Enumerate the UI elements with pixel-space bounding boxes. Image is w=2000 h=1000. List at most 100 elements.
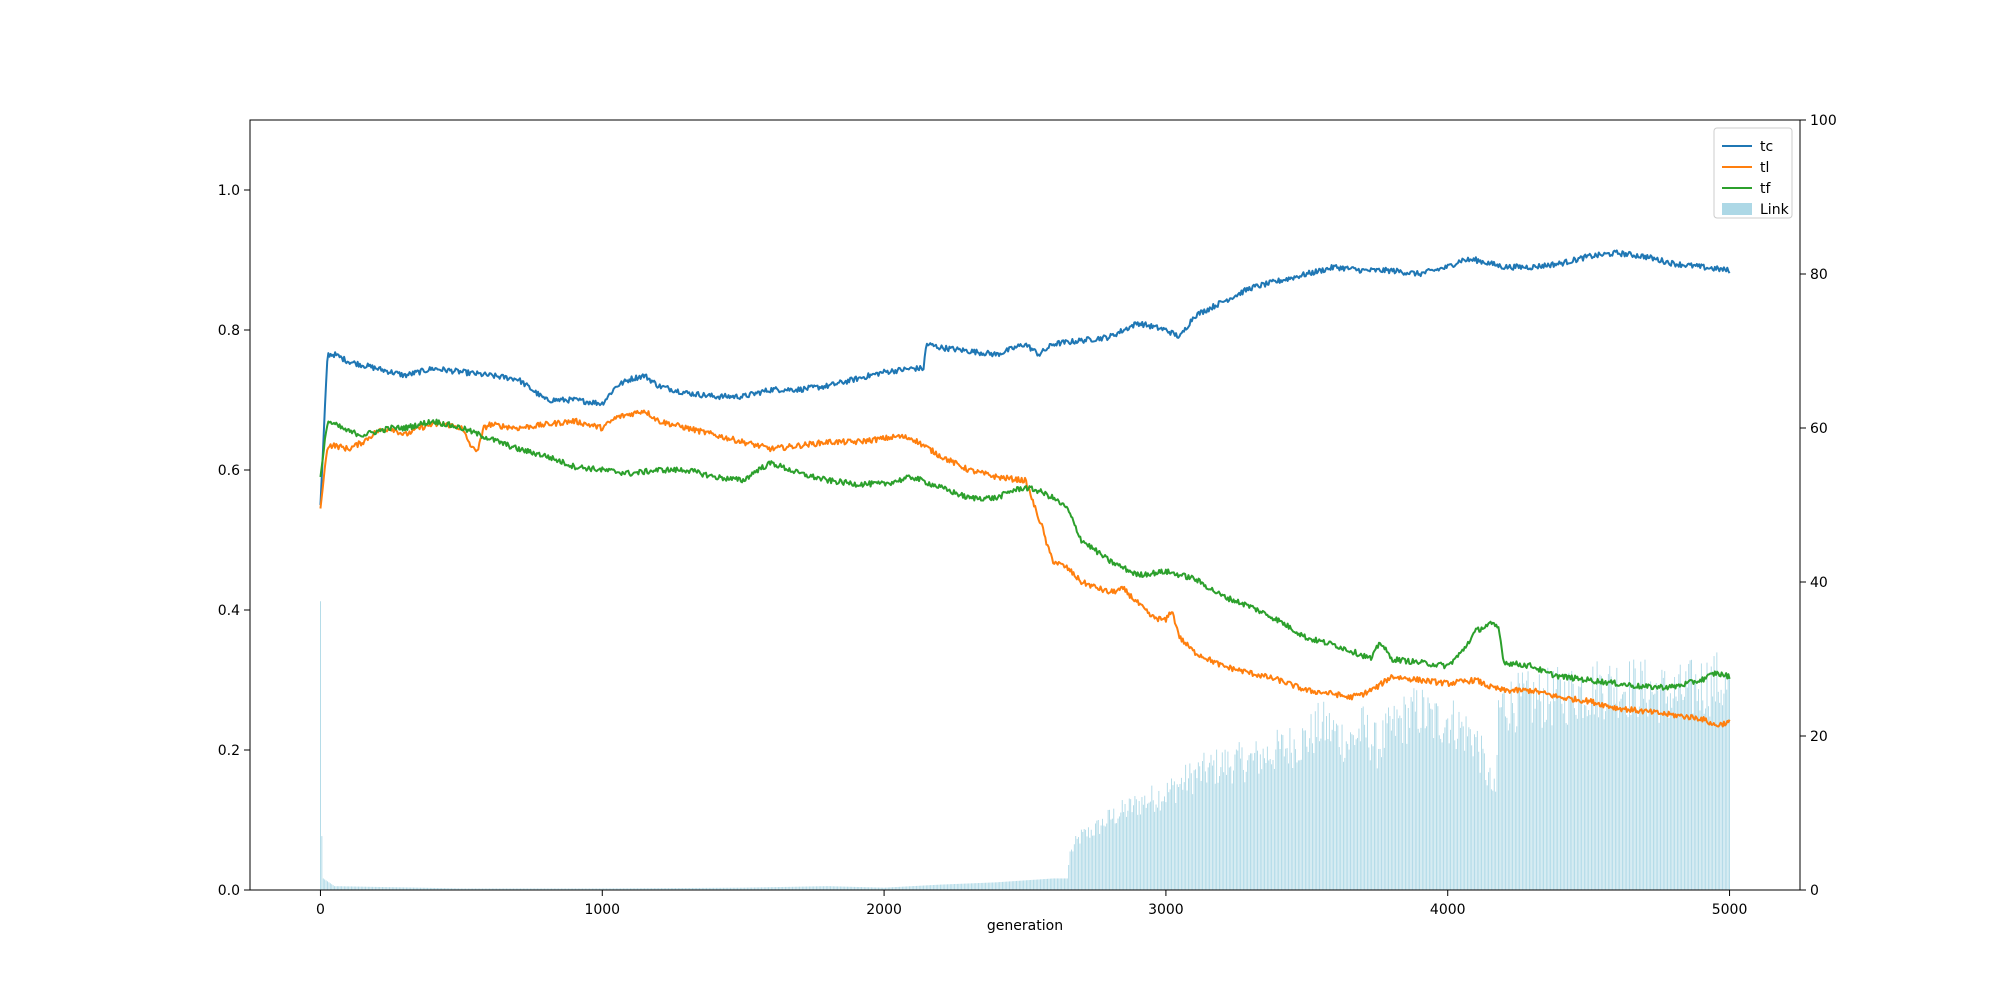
link-bar [914,886,916,890]
link-bar [528,888,530,890]
link-bar [1409,727,1411,890]
link-bar [1018,880,1020,890]
link-bar [1255,741,1257,890]
link-bar [515,888,517,890]
link-bar [1103,825,1105,890]
link-bar [1196,778,1198,890]
link-bar [634,888,636,890]
link-bar [1189,763,1191,890]
link-bar [704,887,706,890]
link-bar [1443,733,1444,890]
link-bar [1009,881,1010,890]
link-bar [1127,810,1129,890]
link-bar [646,888,648,890]
link-bar [531,888,533,890]
link-bar [956,883,958,890]
link-bar [411,887,413,890]
link-bar [1228,767,1230,890]
link-bar [749,887,751,890]
link-bar [727,887,729,890]
link-bar [677,888,679,890]
link-bar [1521,672,1523,890]
link-bar [909,886,910,890]
link-bar [1135,799,1137,890]
link-bar [714,887,716,890]
link-bar [321,836,323,890]
link-bar [1676,701,1678,890]
link-bar [985,882,986,890]
link-bar [1361,708,1363,890]
link-bar [1350,732,1351,890]
link-bar [453,888,455,890]
link-bar [628,888,630,890]
link-bar [1357,737,1358,890]
link-bar [539,888,541,890]
link-bar [1312,743,1313,890]
link-bar [1619,701,1621,890]
link-bar [1502,693,1504,890]
link-bar [1100,825,1102,890]
link-bar [811,886,813,890]
link-bar [572,888,574,890]
link-bar [604,888,606,890]
link-bar [393,887,395,890]
link-bar [396,887,397,890]
link-bar [741,887,743,890]
legend-swatch-Link [1722,203,1752,215]
link-bar [1161,801,1163,890]
link-bar [1309,738,1311,890]
link-bar [972,883,974,890]
link-bar [606,888,607,890]
link-bar [1489,767,1491,890]
link-bar [366,886,368,890]
link-bar [1406,743,1408,890]
link-bar [379,886,381,890]
link-bar [1374,722,1375,890]
link-bar [346,886,348,890]
link-bar [1278,741,1280,890]
link-bar [541,888,543,890]
link-bar [1068,864,1070,890]
link-bar [1554,701,1556,890]
y-right-tick-label: 100 [1810,113,1837,129]
link-bar [1199,766,1201,890]
link-bar [1134,796,1136,890]
link-bar [494,888,496,890]
link-bar [1629,661,1630,890]
link-bar [1689,660,1691,890]
link-bar [786,886,788,890]
link-bar [451,888,452,890]
link-bar [403,887,405,890]
link-bar [1551,725,1553,890]
link-bar [1124,804,1126,890]
link-bar [484,888,486,890]
link-bar [1668,717,1670,890]
link-bar [1572,683,1574,890]
link-bar [1281,734,1282,890]
link-bar [389,887,390,890]
link-bar [1399,715,1401,890]
link-bar [734,887,736,890]
link-bar [1526,680,1528,890]
link-bar [545,888,547,890]
link-bar [1203,752,1205,890]
link-bar [870,887,872,890]
link-bar [792,886,793,890]
link-bar [1235,749,1237,890]
link-bar [1096,820,1098,890]
link-bar [1596,661,1598,890]
link-bar [537,888,538,890]
link-bar [807,886,809,890]
link-bar [1481,735,1482,890]
link-bar [1381,757,1382,890]
link-bar [1717,691,1719,890]
link-bar [1206,782,1208,890]
link-bar [1606,706,1608,890]
link-bar [1603,719,1605,890]
link-bar [818,886,820,890]
link-bar [1476,730,1478,890]
link-bar [1669,693,1671,890]
link-bar [1637,717,1639,890]
link-bar [878,887,879,890]
link-bar [1079,843,1081,890]
